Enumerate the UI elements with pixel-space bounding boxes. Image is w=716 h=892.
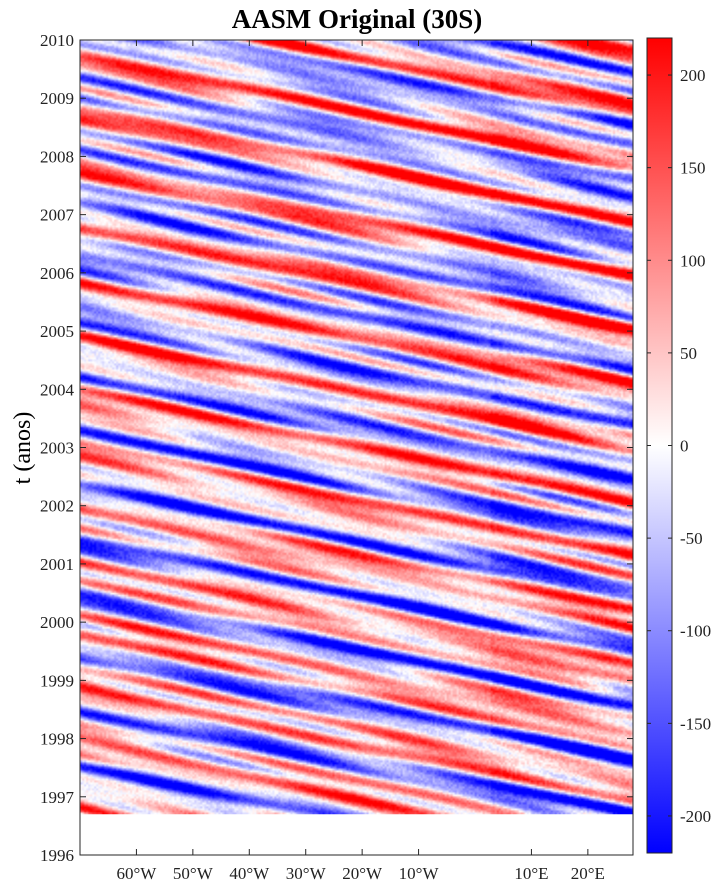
y-tick-label: 2010 xyxy=(40,31,74,50)
x-tick-label: 60°W xyxy=(117,864,158,883)
colorbar-tick-label: 0 xyxy=(680,437,689,456)
colorbar-tick-label: 100 xyxy=(680,251,706,270)
colorbar-tick-label: -150 xyxy=(680,714,711,733)
y-tick-label: 2001 xyxy=(40,555,74,574)
chart-title: AASM Original (30S) xyxy=(232,4,483,34)
x-tick-label: 20°E xyxy=(571,864,605,883)
y-tick-label: 2002 xyxy=(40,497,74,516)
x-tick-label: 20°W xyxy=(342,864,383,883)
colorbar: -200 -150 -100 -50 0 50 100 150 200 xyxy=(646,37,711,854)
y-tick-label: 1998 xyxy=(40,730,74,749)
x-axis: 60°W 50°W 40°W 30°W 20°W 10°W 10°E 20°E xyxy=(117,40,605,883)
y-axis: 1996 1997 1998 1999 2000 2001 2002 2003 2004 2005… xyxy=(40,31,633,865)
heatmap-image xyxy=(80,40,633,815)
x-tick-label: 10°E xyxy=(514,864,548,883)
x-tick-label: 30°W xyxy=(286,864,327,883)
y-tick-label: 2003 xyxy=(40,439,74,458)
y-tick-label: 1996 xyxy=(40,846,74,865)
y-tick-label: 2008 xyxy=(40,147,74,166)
y-tick-label: 1999 xyxy=(40,671,74,690)
y-tick-label: 2004 xyxy=(40,380,75,399)
x-tick-label: 10°W xyxy=(399,864,440,883)
colorbar-tick-label: -200 xyxy=(680,807,711,826)
y-tick-label: 2009 xyxy=(40,89,74,108)
colorbar-tick-label: -50 xyxy=(680,529,703,548)
x-tick-label: 50°W xyxy=(173,864,214,883)
y-axis-label: t (anos) xyxy=(10,412,36,485)
y-tick-label: 2007 xyxy=(40,206,75,225)
y-tick-label: 2006 xyxy=(40,264,74,283)
y-tick-label: 2000 xyxy=(40,613,74,632)
colorbar-ticks: -200 -150 -100 -50 0 50 100 150 200 xyxy=(647,66,711,826)
colorbar-tick-label: 150 xyxy=(680,159,706,178)
x-tick-label: 40°W xyxy=(229,864,270,883)
y-tick-label: 2005 xyxy=(40,322,74,341)
colorbar-tick-label: 200 xyxy=(680,66,706,85)
colorbar-tick-label: -100 xyxy=(680,622,711,641)
plot-area xyxy=(79,39,634,856)
colorbar-tick-label: 50 xyxy=(680,344,697,363)
y-tick-label: 1997 xyxy=(40,788,75,807)
